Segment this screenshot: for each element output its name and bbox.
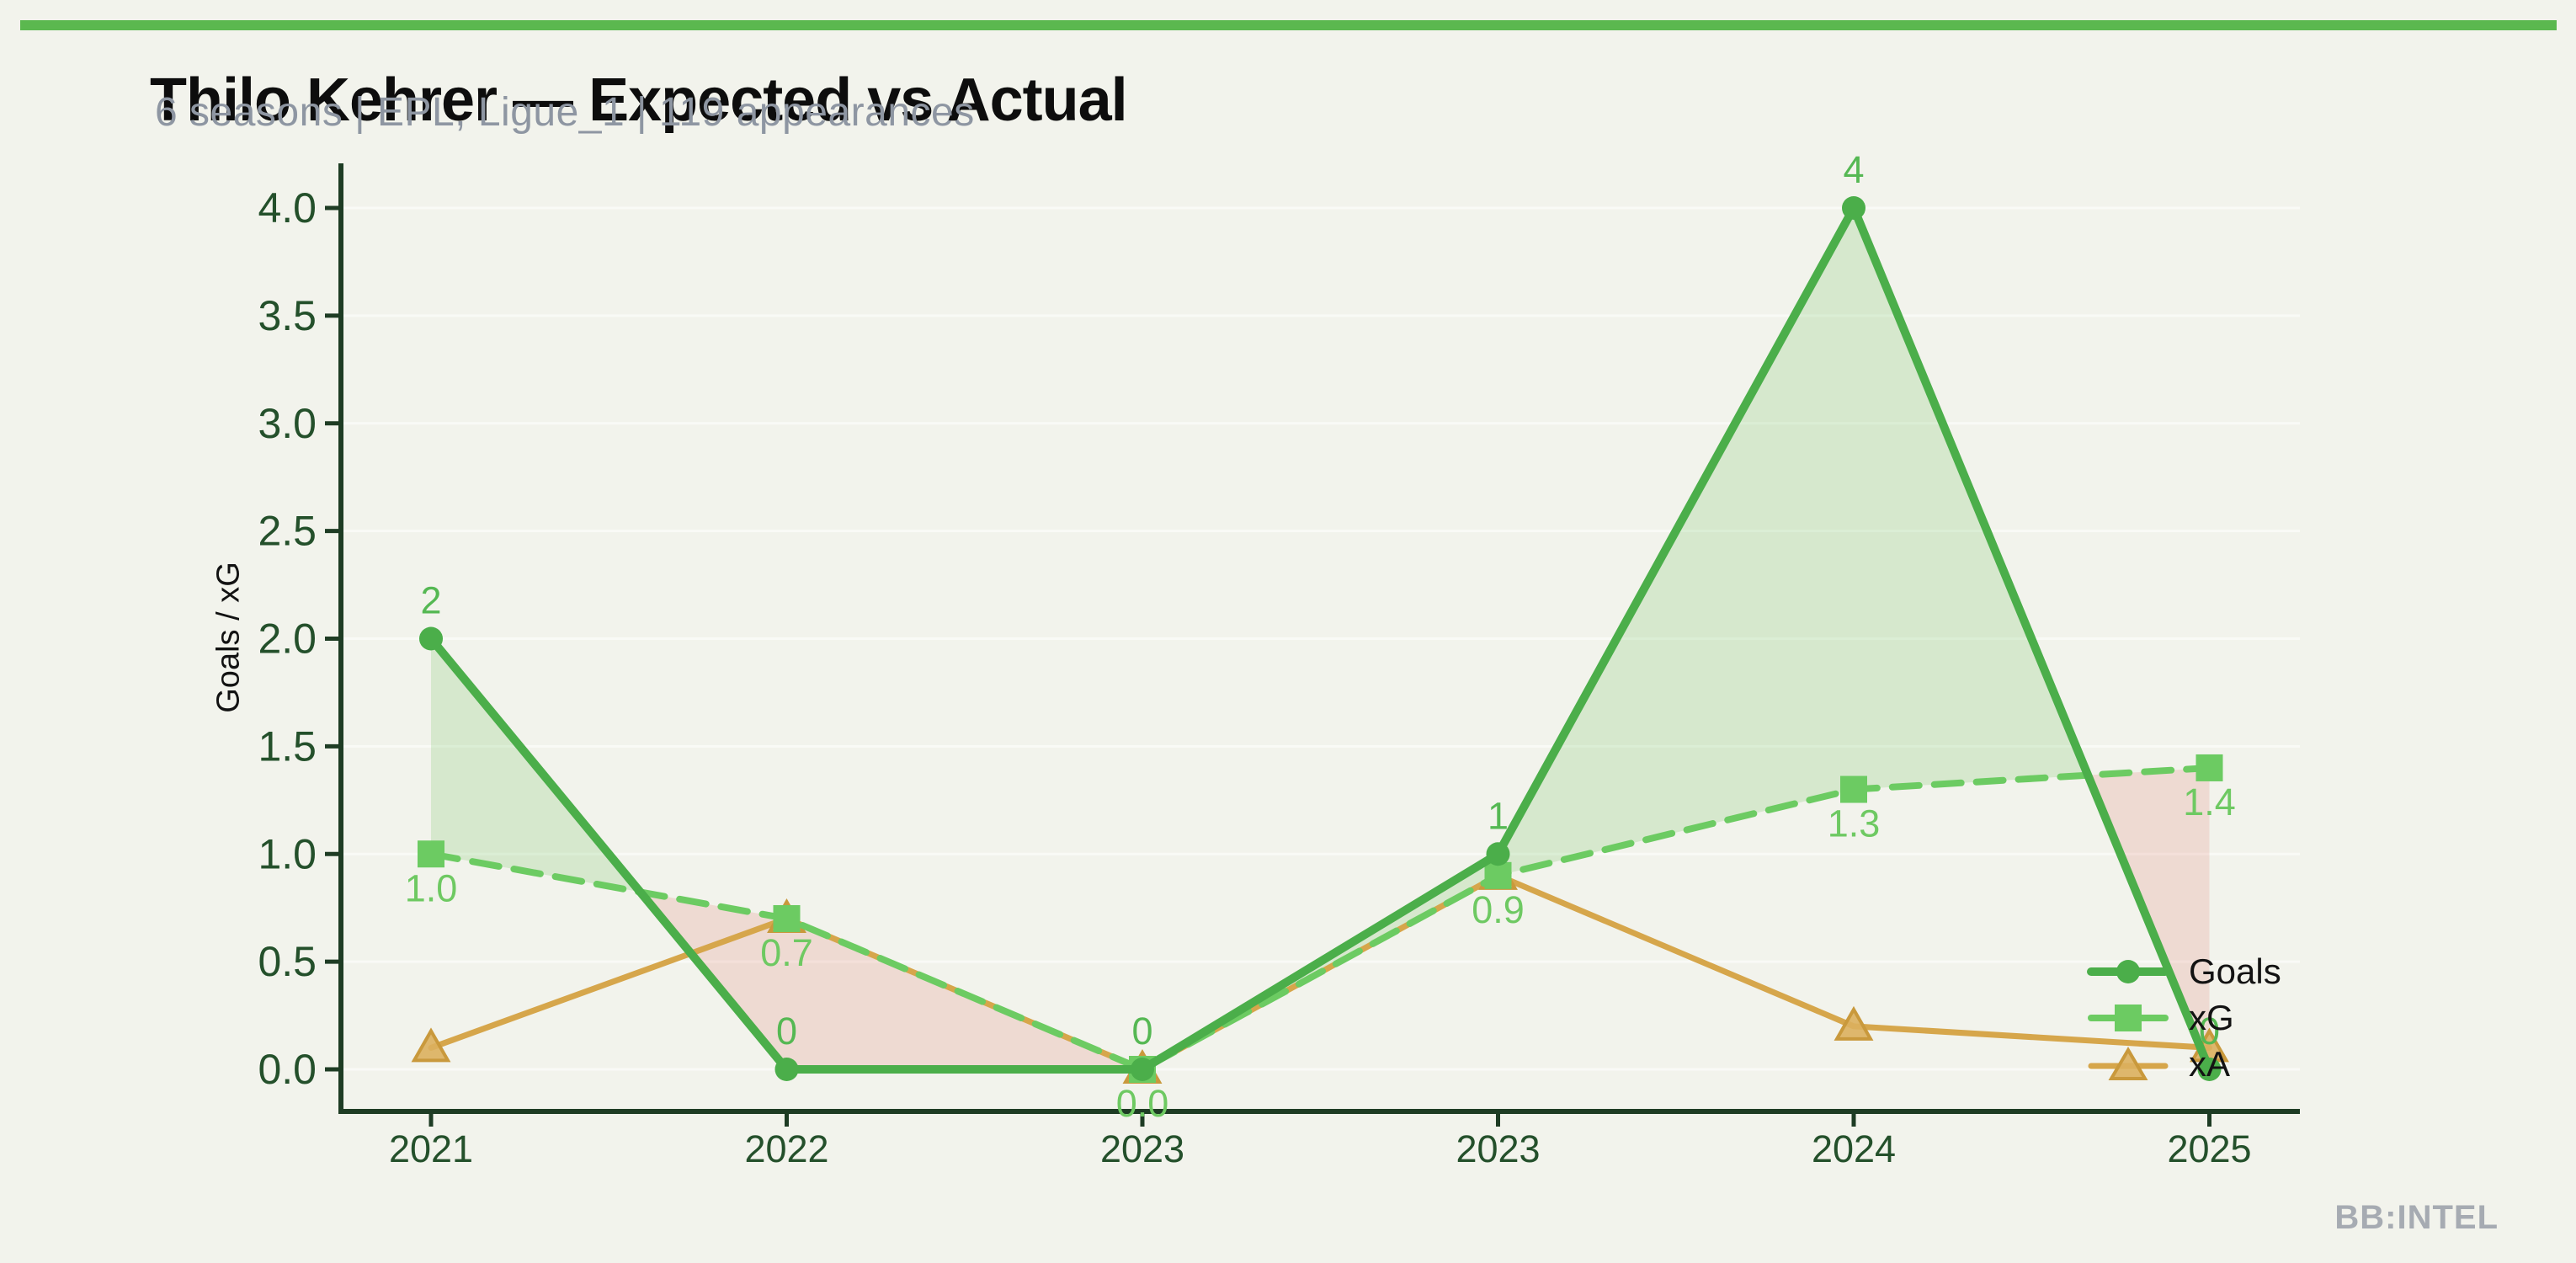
xg-marker [1840, 775, 1867, 803]
goals-marker [1486, 842, 1510, 866]
goals-point-label: 0 [2199, 1010, 2220, 1052]
y-tick-label: 2.5 [258, 508, 317, 555]
legend: Goals xG xA [2086, 948, 2281, 1087]
y-axis-label: Goals / xG [210, 562, 247, 713]
goals-point-label: 1 [1488, 794, 1509, 837]
xg-point-label: 1.0 [405, 866, 458, 909]
page-title: Thilo Kehrer — Expected vs Actual [150, 67, 1128, 135]
goals-point-label: 0 [1131, 1010, 1152, 1052]
goals-marker [1842, 196, 1865, 220]
y-tick-label: 3.0 [258, 400, 317, 447]
xa-marker [1834, 1005, 1874, 1041]
y-tick-label: 1.0 [258, 830, 317, 877]
xg-legend-marker-icon [2088, 1004, 2169, 1031]
goals-point-label: 0 [776, 1010, 797, 1052]
accent-bar [20, 20, 2557, 30]
page-subtitle: 6 seasons | EPL, Ligue_1 | 119 appearanc… [155, 90, 975, 135]
legend-item-xa: xA [2086, 1041, 2281, 1087]
y-tick-label: 4.0 [258, 184, 317, 232]
xa-marker [411, 1027, 451, 1063]
xg-point-label: 0.9 [1472, 888, 1525, 931]
goals-marker [419, 626, 443, 651]
goals-legend-marker-icon [2087, 959, 2169, 983]
x-tick-label: 2025 [2167, 1127, 2251, 1170]
legend-item-goals: Goals [2086, 948, 2281, 994]
xg-marker [2195, 754, 2223, 781]
goals-marker [2197, 1058, 2222, 1081]
x-tick-label: 2021 [389, 1127, 473, 1170]
goals-marker [1131, 1058, 1154, 1081]
xg-point-label: 0.0 [1116, 1082, 1169, 1125]
xa-legend-marker-icon [2088, 1046, 2169, 1080]
goals-point-label: 2 [420, 579, 441, 622]
xg-marker [418, 840, 444, 868]
xg-point-label: 1.4 [2183, 781, 2236, 823]
xg-point-label: 0.7 [760, 931, 813, 974]
goals-point-label: 4 [1843, 148, 1864, 191]
xg-marker [1484, 861, 1512, 889]
watermark: BB:INTEL [2334, 1199, 2499, 1236]
y-tick-label: 0.5 [258, 938, 317, 985]
goals-line [427, 204, 2214, 1074]
y-tick-label: 0.0 [258, 1046, 317, 1093]
x-tick-label: 2022 [744, 1127, 828, 1170]
legend-label-goals: Goals [2189, 951, 2281, 991]
x-tick-label: 2024 [1812, 1127, 1896, 1170]
xg-marker [773, 904, 801, 932]
legend-label-xa: xA [2189, 1043, 2231, 1084]
legend-label-xg: xG [2189, 997, 2234, 1037]
x-tick-label: 2023 [1456, 1127, 1540, 1170]
xg-line [428, 764, 2213, 1073]
y-tick-label: 1.5 [258, 722, 317, 770]
legend-item-xg: xG [2086, 994, 2281, 1041]
goals-marker [774, 1058, 799, 1081]
xg-point-label: 1.3 [1828, 802, 1881, 845]
x-tick-label: 2023 [1100, 1127, 1184, 1170]
y-tick-label: 3.5 [258, 292, 317, 339]
y-tick-label: 2.0 [258, 616, 317, 663]
